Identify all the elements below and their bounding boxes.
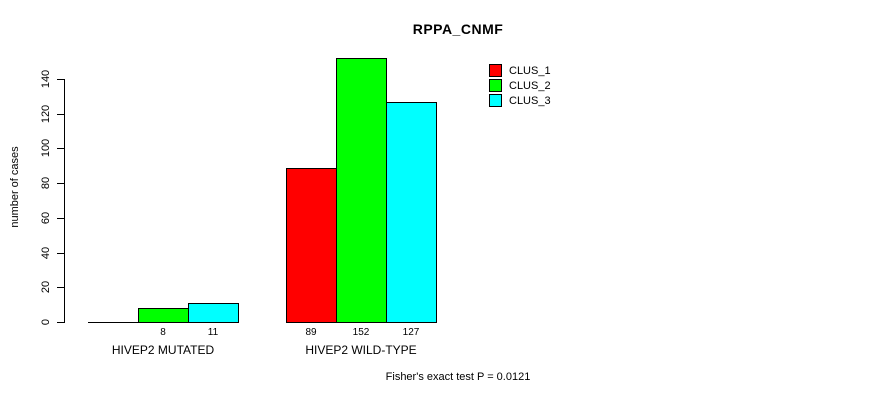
bar-clus_2-1 xyxy=(138,308,189,323)
y-axis-tick-label: 60 xyxy=(40,211,52,225)
y-axis-tick xyxy=(57,287,64,288)
legend-item-clus-2: CLUS_2 xyxy=(489,78,551,93)
bar-clus_3-1 xyxy=(188,303,239,323)
y-axis-tick-label: 0 xyxy=(40,318,52,326)
bar-clus_3-2 xyxy=(386,102,437,323)
y-axis-tick-label: 20 xyxy=(40,280,52,294)
category-label-2: HIVEP2 WILD-TYPE xyxy=(305,343,417,357)
legend-label: CLUS_2 xyxy=(509,79,551,92)
y-axis-tick xyxy=(57,79,64,80)
y-axis-tick-label: 100 xyxy=(40,138,52,158)
bar-clus_1-1 xyxy=(88,322,139,323)
y-axis-title: number of cases xyxy=(9,146,21,228)
legend-item-clus-1: CLUS_1 xyxy=(489,63,551,78)
y-axis-line xyxy=(64,79,65,323)
y-axis-tick-label: 40 xyxy=(40,246,52,260)
chart-title: RPPA_CNMF xyxy=(412,21,504,37)
y-axis-tick-label: 80 xyxy=(40,176,52,190)
y-axis-tick xyxy=(57,322,64,323)
legend-swatch-clus-3 xyxy=(489,94,502,107)
y-axis-tick xyxy=(57,218,64,219)
y-axis-tick xyxy=(57,253,64,254)
legend-label: CLUS_1 xyxy=(509,64,551,77)
bar-value-label: 8 xyxy=(160,327,166,338)
y-axis-tick xyxy=(57,183,64,184)
y-axis-tick-label: 120 xyxy=(40,104,52,124)
bar-clus_1-2 xyxy=(286,168,337,323)
bar-value-label: 127 xyxy=(402,327,420,338)
bar-value-label: 89 xyxy=(305,327,317,338)
fisher-test-annotation: Fisher's exact test P = 0.0121 xyxy=(385,371,531,383)
y-axis-tick xyxy=(57,148,64,149)
bar-value-label: 152 xyxy=(352,327,370,338)
y-axis-tick-label: 140 xyxy=(40,69,52,89)
bar-value-label: 11 xyxy=(207,327,219,338)
legend-item-clus-3: CLUS_3 xyxy=(489,93,551,108)
bar-clus_2-2 xyxy=(336,58,387,323)
y-axis-tick xyxy=(57,114,64,115)
legend-swatch-clus-2 xyxy=(489,79,502,92)
legend-label: CLUS_3 xyxy=(509,94,551,107)
legend-swatch-clus-1 xyxy=(489,64,502,77)
chart-legend: CLUS_1 CLUS_2 CLUS_3 xyxy=(489,63,551,108)
category-label-1: HIVEP2 MUTATED xyxy=(111,343,215,357)
